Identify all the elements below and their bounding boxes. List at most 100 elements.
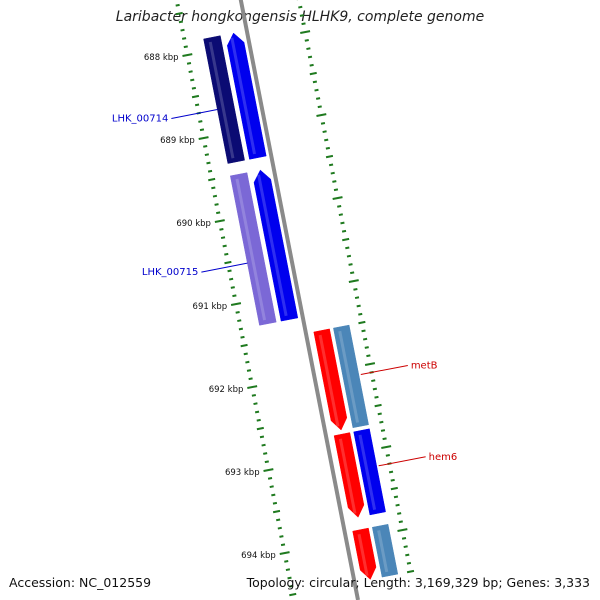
tick-label-691-kbp: 691 kbp: [193, 302, 228, 312]
cds-feature-outer: [333, 324, 369, 428]
tick-label-690-kbp: 690 kbp: [176, 219, 211, 229]
minor-tick: [190, 78, 195, 82]
minor-tick: [230, 286, 235, 289]
minor-tick: [314, 88, 319, 92]
minor-tick: [390, 478, 395, 482]
cds-feature-inner: [313, 328, 348, 431]
leader-line-hem6: [378, 456, 426, 467]
minor-tick: [307, 55, 313, 59]
minor-tick: [254, 410, 260, 414]
minor-tick: [289, 592, 297, 597]
minor-tick: [235, 311, 240, 314]
minor-tick: [222, 244, 227, 248]
genome-title: Laribacter hongkongensis HLHK9, complete…: [115, 9, 485, 25]
minor-tick: [371, 379, 376, 383]
topology-summary: Topology: circular; Length: 3,169,329 bp…: [246, 575, 590, 590]
minor-tick: [328, 163, 334, 167]
tick-label-692-kbp: 692 kbp: [209, 385, 244, 395]
major-tick: [214, 219, 225, 224]
cds-feature-reverse: [203, 35, 245, 164]
cds-highlight: [358, 434, 377, 510]
minor-tick: [342, 237, 350, 242]
minor-tick: [341, 229, 347, 233]
minor-tick: [395, 503, 400, 507]
minor-tick: [382, 437, 387, 441]
minor-tick: [228, 277, 234, 281]
minor-tick: [330, 171, 335, 175]
cds-highlight: [318, 334, 340, 427]
minor-tick: [397, 512, 402, 515]
minor-tick: [186, 62, 192, 65]
cds-highlight: [235, 178, 267, 321]
minor-tick: [284, 560, 289, 563]
minor-tick: [216, 211, 221, 215]
minor-tick: [320, 122, 326, 125]
minor-tick: [180, 28, 185, 32]
cds-feature-outer: [353, 428, 386, 516]
major-tick: [182, 53, 193, 58]
cds-highlight: [338, 330, 360, 423]
minor-tick: [374, 403, 382, 408]
minor-tick: [264, 460, 269, 464]
minor-tick: [348, 263, 353, 266]
minor-tick: [358, 312, 363, 316]
cds-highlight: [208, 41, 235, 159]
minor-tick: [269, 485, 274, 489]
minor-tick: [287, 576, 292, 580]
minor-tick: [246, 369, 252, 372]
tick-label-693-kbp: 693 kbp: [225, 468, 260, 478]
minor-tick: [364, 346, 369, 349]
minor-tick: [356, 304, 361, 308]
major-tick: [279, 551, 290, 556]
cds-feature-forward: [253, 169, 299, 322]
minor-tick: [206, 161, 211, 165]
minor-tick: [243, 352, 248, 356]
minor-tick: [333, 188, 339, 192]
minor-tick: [345, 246, 350, 250]
minor-tick: [322, 130, 327, 134]
minor-tick: [175, 11, 183, 16]
minor-tick: [224, 260, 232, 265]
minor-tick: [181, 37, 187, 40]
minor-tick: [354, 296, 360, 300]
minor-tick: [337, 205, 342, 208]
minor-tick: [299, 14, 305, 17]
minor-tick: [251, 394, 256, 397]
minor-tick: [309, 71, 317, 76]
minor-tick: [256, 426, 264, 431]
minor-tick: [188, 70, 193, 74]
leader-line-lhk-00714: [171, 109, 218, 120]
minor-tick: [248, 377, 253, 381]
major-tick: [263, 468, 274, 473]
minor-tick: [240, 335, 245, 339]
gene-label-lhk-00714: LHK_00714: [112, 114, 168, 125]
minor-tick: [191, 86, 197, 90]
minor-tick: [358, 320, 366, 325]
minor-tick: [306, 47, 311, 51]
minor-tick: [390, 486, 398, 491]
minor-tick: [219, 228, 224, 231]
major-tick: [198, 136, 209, 141]
minor-tick: [271, 493, 276, 497]
minor-tick: [175, 3, 180, 7]
minor-tick: [240, 343, 248, 348]
labels-layer: LHK_00714 LHK_00715 metB hem6: [112, 109, 457, 467]
minor-tick: [385, 454, 390, 457]
minor-tick: [325, 146, 331, 150]
minor-tick: [366, 354, 371, 358]
minor-tick: [372, 387, 378, 391]
minor-tick: [353, 288, 358, 291]
minor-tick: [191, 94, 200, 99]
minor-tick: [340, 221, 345, 225]
major-tick: [381, 445, 392, 450]
minor-tick: [309, 63, 314, 67]
ticks-layer: 688 kbp 689 kbp 690 kbp 691 kbp 692 kbp 693 k…: [144, 0, 415, 597]
minor-tick: [272, 501, 278, 505]
minor-tick: [204, 153, 209, 157]
minor-tick: [338, 213, 343, 217]
minor-tick: [280, 543, 286, 547]
minor-tick: [207, 169, 213, 173]
minor-tick: [203, 145, 208, 148]
cds-feature-outer: [372, 524, 399, 578]
